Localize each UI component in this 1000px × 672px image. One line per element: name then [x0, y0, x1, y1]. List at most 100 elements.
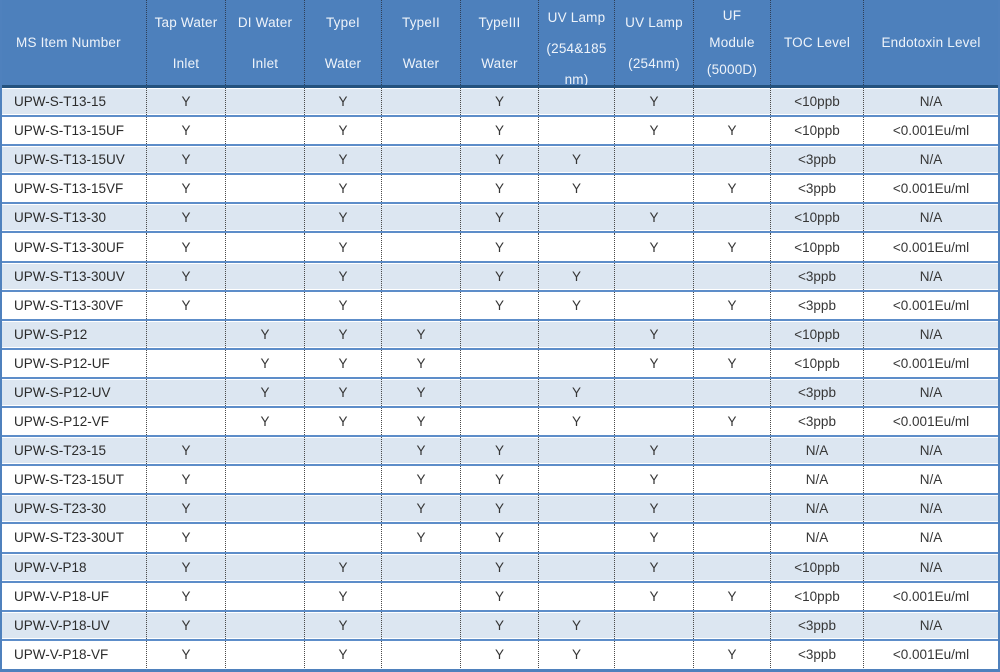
cell-item: UPW-V-P18-VF [2, 640, 147, 668]
cell-uv185: Y [539, 640, 615, 668]
cell-toc: <10ppb [771, 233, 864, 261]
table-row: UPW-S-T23-15 Y Y Y Y N/A N/A [2, 437, 998, 467]
cell-type2: Y [382, 378, 461, 407]
cell-endo: N/A [919, 617, 943, 633]
cell-uf: Y [694, 349, 771, 377]
cell-di [226, 175, 305, 203]
cell-type1: Y [305, 408, 382, 436]
cell-tap: Y [147, 291, 226, 319]
table-row: UPW-S-T13-15 Y Y Y Y <10ppb N/A [2, 88, 998, 118]
cell-type3: Y [461, 582, 539, 610]
cell-toc: <10ppb [771, 320, 864, 348]
cell-type1: Y [305, 378, 382, 407]
cell-type3: Y [461, 233, 539, 261]
cell-uf [694, 466, 771, 494]
cell-uv254 [615, 262, 694, 290]
cell-endo: <0.001Eu/ml [892, 588, 970, 604]
header-endo-line: Endotoxin Level [881, 35, 981, 50]
table-row: UPW-S-T13-30 Y Y Y Y <10ppb N/A [2, 204, 998, 234]
table-row: UPW-V-P18-UF Y Y Y Y Y <10ppb <0.001Eu/ml [2, 582, 998, 612]
cell-uv185: Y [539, 146, 615, 174]
header-tap: Tap Water Inlet [147, 0, 226, 85]
cell-endo: N/A [919, 559, 943, 575]
cell-uf: Y [694, 175, 771, 203]
cell-endo: N/A [919, 443, 943, 459]
cell-item: UPW-S-T23-15UT [2, 466, 147, 494]
cell-toc: <10ppb [771, 349, 864, 377]
cell-di [226, 204, 305, 232]
cell-uv185: Y [539, 378, 615, 407]
cell-type2: Y [382, 437, 461, 465]
cell-uf [694, 378, 771, 407]
cell-uf [694, 146, 771, 174]
cell-uf [694, 524, 771, 552]
cell-toc: <3ppb [771, 291, 864, 319]
cell-type1: Y [305, 640, 382, 668]
cell-type1: Y [305, 582, 382, 610]
cell-tap: Y [147, 611, 226, 639]
cell-di [226, 640, 305, 668]
cell-uv254: Y [615, 553, 694, 581]
cell-item: UPW-S-T23-30UT [2, 524, 147, 552]
cell-item: UPW-S-T23-30 [2, 495, 147, 523]
cell-endo: N/A [919, 530, 943, 546]
header-di-line: Inlet [251, 55, 279, 71]
header-tap-line: Tap Water [154, 14, 218, 30]
cell-di [226, 88, 305, 116]
cell-type2: Y [382, 320, 461, 348]
cell-tap [147, 408, 226, 436]
header-type3-line: TypeIII [478, 14, 521, 30]
cell-type1: Y [305, 262, 382, 290]
cell-di: Y [226, 320, 305, 348]
cell-item: UPW-S-P12-UF [2, 349, 147, 377]
cell-di [226, 582, 305, 610]
header-type3: TypeIII Water [461, 0, 539, 85]
cell-endo: N/A [919, 268, 943, 284]
cell-endo: <0.001Eu/ml [892, 646, 970, 662]
cell-type2 [382, 88, 461, 116]
cell-type1: Y [305, 146, 382, 174]
header-toc-line: TOC Level [783, 35, 851, 50]
cell-type1: Y [305, 611, 382, 639]
cell-uf: Y [694, 408, 771, 436]
table-row: UPW-S-T13-15VF Y Y Y Y Y <3ppb <0.001Eu/ml [2, 175, 998, 205]
cell-tap [147, 320, 226, 348]
cell-type2 [382, 175, 461, 203]
header-uv254-line: (254nm) [628, 55, 680, 71]
cell-type3: Y [461, 204, 539, 232]
cell-uv185: Y [539, 262, 615, 290]
cell-item: UPW-S-T23-15 [2, 437, 147, 465]
table-row: UPW-S-P12-UV Y Y Y Y <3ppb N/A [2, 378, 998, 409]
cell-di [226, 233, 305, 261]
cell-uv254 [615, 408, 694, 436]
cell-item: UPW-S-T13-15VF [2, 175, 147, 203]
cell-type1: Y [305, 291, 382, 319]
cell-uv185 [539, 204, 615, 232]
cell-type1: Y [305, 204, 382, 232]
cell-type3: Y [461, 611, 539, 639]
table-row: UPW-S-T23-15UT Y Y Y Y N/A N/A [2, 466, 998, 496]
header-type2: TypeII Water [382, 0, 461, 85]
cell-item: UPW-V-P18 [2, 553, 147, 581]
cell-tap [147, 349, 226, 377]
cell-toc: N/A [771, 495, 864, 523]
cell-tap [147, 378, 226, 407]
cell-endo: N/A [919, 384, 943, 400]
cell-di [226, 291, 305, 319]
cell-endo: N/A [919, 501, 943, 517]
cell-uv254: Y [615, 582, 694, 610]
cell-di [226, 524, 305, 552]
cell-tap: Y [147, 204, 226, 232]
cell-tap: Y [147, 88, 226, 116]
cell-di: Y [226, 349, 305, 377]
cell-uf [694, 320, 771, 348]
header-uv254: UV Lamp (254nm) [615, 0, 694, 85]
cell-toc: <3ppb [771, 262, 864, 290]
cell-item: UPW-S-P12 [2, 320, 147, 348]
cell-type1 [305, 524, 382, 552]
cell-type2 [382, 233, 461, 261]
cell-uf: Y [694, 233, 771, 261]
cell-type2 [382, 582, 461, 610]
cell-tap: Y [147, 553, 226, 581]
cell-type3: Y [461, 553, 539, 581]
